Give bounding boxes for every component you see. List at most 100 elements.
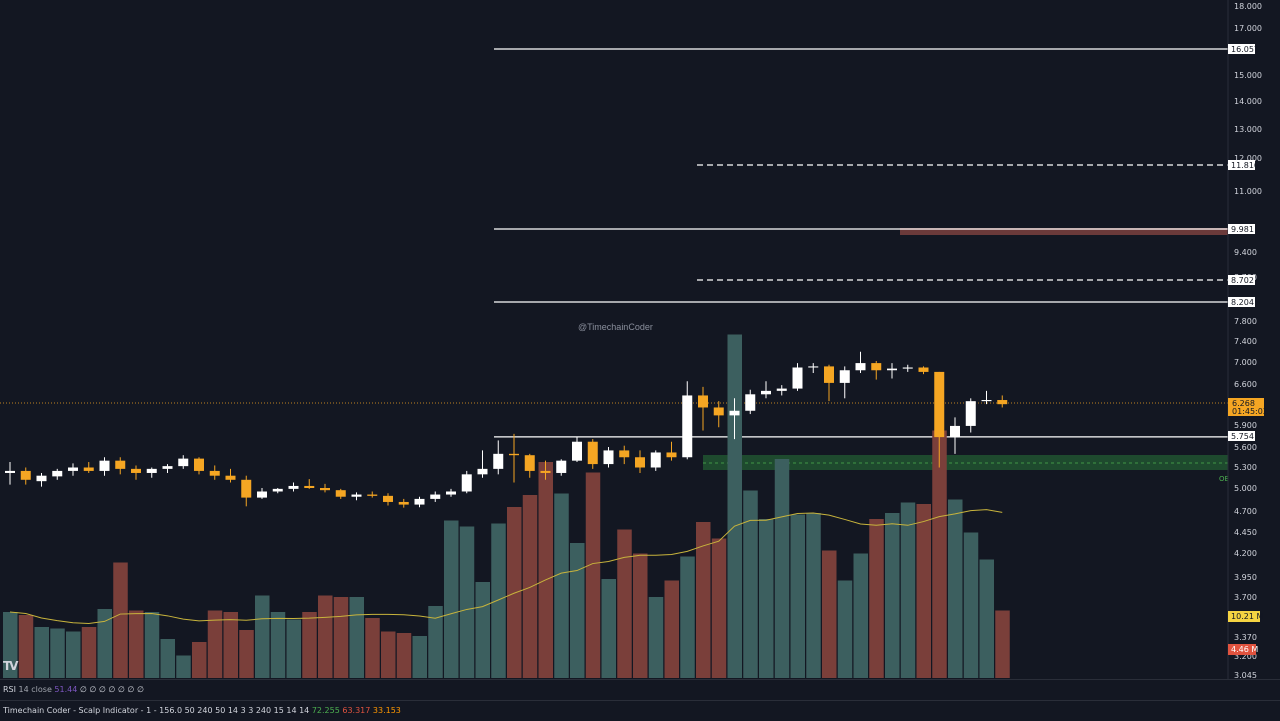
volume-bar <box>869 519 884 678</box>
candle-body <box>36 475 47 482</box>
tradingview-logo[interactable]: TV <box>3 659 18 673</box>
candle-body <box>776 388 787 391</box>
candle-body <box>603 450 614 465</box>
volume-bar <box>491 523 506 678</box>
volume-bar <box>302 612 317 678</box>
price-tag-level-6-bg <box>1228 431 1255 441</box>
order-block-zone <box>703 455 1228 470</box>
countdown-tag: 01:45:02 <box>1232 407 1268 416</box>
volume-bar <box>617 529 632 678</box>
candle-body <box>950 425 960 438</box>
volume-bar <box>444 520 459 678</box>
indicator-legend[interactable]: Timechain Coder - Scalp Indicator - 1 - … <box>3 706 401 715</box>
candle-body <box>477 468 488 475</box>
volume-bar <box>412 636 427 678</box>
volume-bar <box>696 522 711 678</box>
current-price-tag: 6.268 <box>1232 399 1255 408</box>
candle-body <box>288 485 299 489</box>
price-tick-label: 3.950 <box>1234 573 1257 582</box>
price-axis[interactable]: 18.000 17.000 15.000 14.000 13.000 12.000 11.0… <box>1227 0 1280 679</box>
candle-body <box>540 470 551 473</box>
volume-bar <box>680 556 695 678</box>
indicator-value-3: 33.153 <box>372 706 401 715</box>
zones-layer: OB <box>703 228 1230 483</box>
price-tag-level-4-bg <box>1228 275 1255 285</box>
indicator-value-2: 63.317 <box>342 706 371 715</box>
volume-bar <box>160 639 175 678</box>
price-tick-label: 9.400 <box>1234 248 1257 257</box>
candle-body <box>556 460 567 473</box>
candle-body <box>335 490 346 497</box>
price-tick-label: 11.000 <box>1234 187 1262 196</box>
candle-body <box>666 452 677 458</box>
candle-body <box>194 458 204 471</box>
volume-bar <box>837 580 853 678</box>
candle-body <box>5 470 15 473</box>
candle-body <box>650 452 661 468</box>
volume-bar <box>207 610 223 678</box>
volume-bar <box>522 495 538 678</box>
volume-bar <box>459 526 475 678</box>
rsi-value: 51.44 <box>54 685 78 694</box>
price-tick-label: 6.600 <box>1234 380 1257 389</box>
volume-bar <box>286 619 301 678</box>
volume-bar <box>239 630 254 678</box>
candle-body <box>997 400 1008 405</box>
volume-bar <box>711 538 727 678</box>
candlestick-chart[interactable]: OB 18.00017.00015.00014.00013.00012.0001… <box>0 0 1280 679</box>
volume-bar <box>759 519 774 678</box>
price-tag-level-6: 5.754 <box>1231 432 1254 441</box>
candle-body <box>414 498 425 505</box>
candle-body <box>351 494 362 497</box>
price-tag-level-3: 9.981 <box>1231 225 1254 234</box>
volume-bar <box>664 580 679 678</box>
candle-body <box>20 470 31 480</box>
price-tick-label: 5.300 <box>1234 463 1257 472</box>
price-tag-level-2: 11.816 <box>1231 161 1259 170</box>
price-tag-level-5-bg <box>1228 297 1255 307</box>
volume-bar <box>995 610 1010 678</box>
volume-bar <box>932 430 947 678</box>
rsi-legend[interactable]: RSI 14 close 51.44 ∅ ∅ ∅ ∅ ∅ ∅ ∅ <box>3 685 144 694</box>
price-tick-label: 12.000 <box>1234 154 1262 163</box>
price-tag-level-2-bg <box>1228 160 1255 170</box>
candle-body <box>918 367 929 372</box>
candle-body <box>398 501 409 505</box>
volume-bar <box>192 642 207 678</box>
candle-body <box>635 457 645 468</box>
candle-body <box>871 363 882 371</box>
candle-body <box>461 474 472 492</box>
volume-bar <box>129 610 144 678</box>
candle-body <box>493 453 504 469</box>
volume-bar <box>255 595 270 678</box>
volume-bar <box>585 472 601 678</box>
price-tag-level-1: 16.057 <box>1231 45 1259 54</box>
volume-bar <box>396 633 412 678</box>
candle-body <box>572 441 582 461</box>
candle-body <box>241 479 252 498</box>
candle-body <box>162 466 173 469</box>
price-tag-level-3-bg <box>1228 224 1255 234</box>
candle-body <box>792 367 803 389</box>
candle-body <box>902 367 913 369</box>
volume-bar <box>774 459 790 678</box>
candle-body <box>367 494 378 496</box>
candle-body <box>587 441 598 465</box>
candle-body <box>320 488 330 491</box>
price-tag-level-1-bg <box>1228 44 1255 54</box>
volume-bar <box>381 631 396 678</box>
candle-body <box>713 407 724 416</box>
price-tick-label: 4.700 <box>1234 507 1257 516</box>
volume-bar <box>979 559 994 678</box>
volume-bar <box>81 627 97 678</box>
rsi-name: RSI <box>3 685 16 694</box>
candle-body <box>146 468 157 473</box>
price-tags-layer: 16.057 11.816 9.981 8.702 8.204 6.26801:45:02… <box>1228 44 1268 655</box>
price-tick-label: 5.900 <box>1234 421 1257 430</box>
volume-tag-bg <box>1228 644 1256 655</box>
price-tick-label: 7.000 <box>1234 358 1257 367</box>
candle-body <box>83 467 94 471</box>
price-axis-bg <box>1228 0 1280 679</box>
volume-bar <box>570 543 585 678</box>
candle-body <box>729 410 740 416</box>
